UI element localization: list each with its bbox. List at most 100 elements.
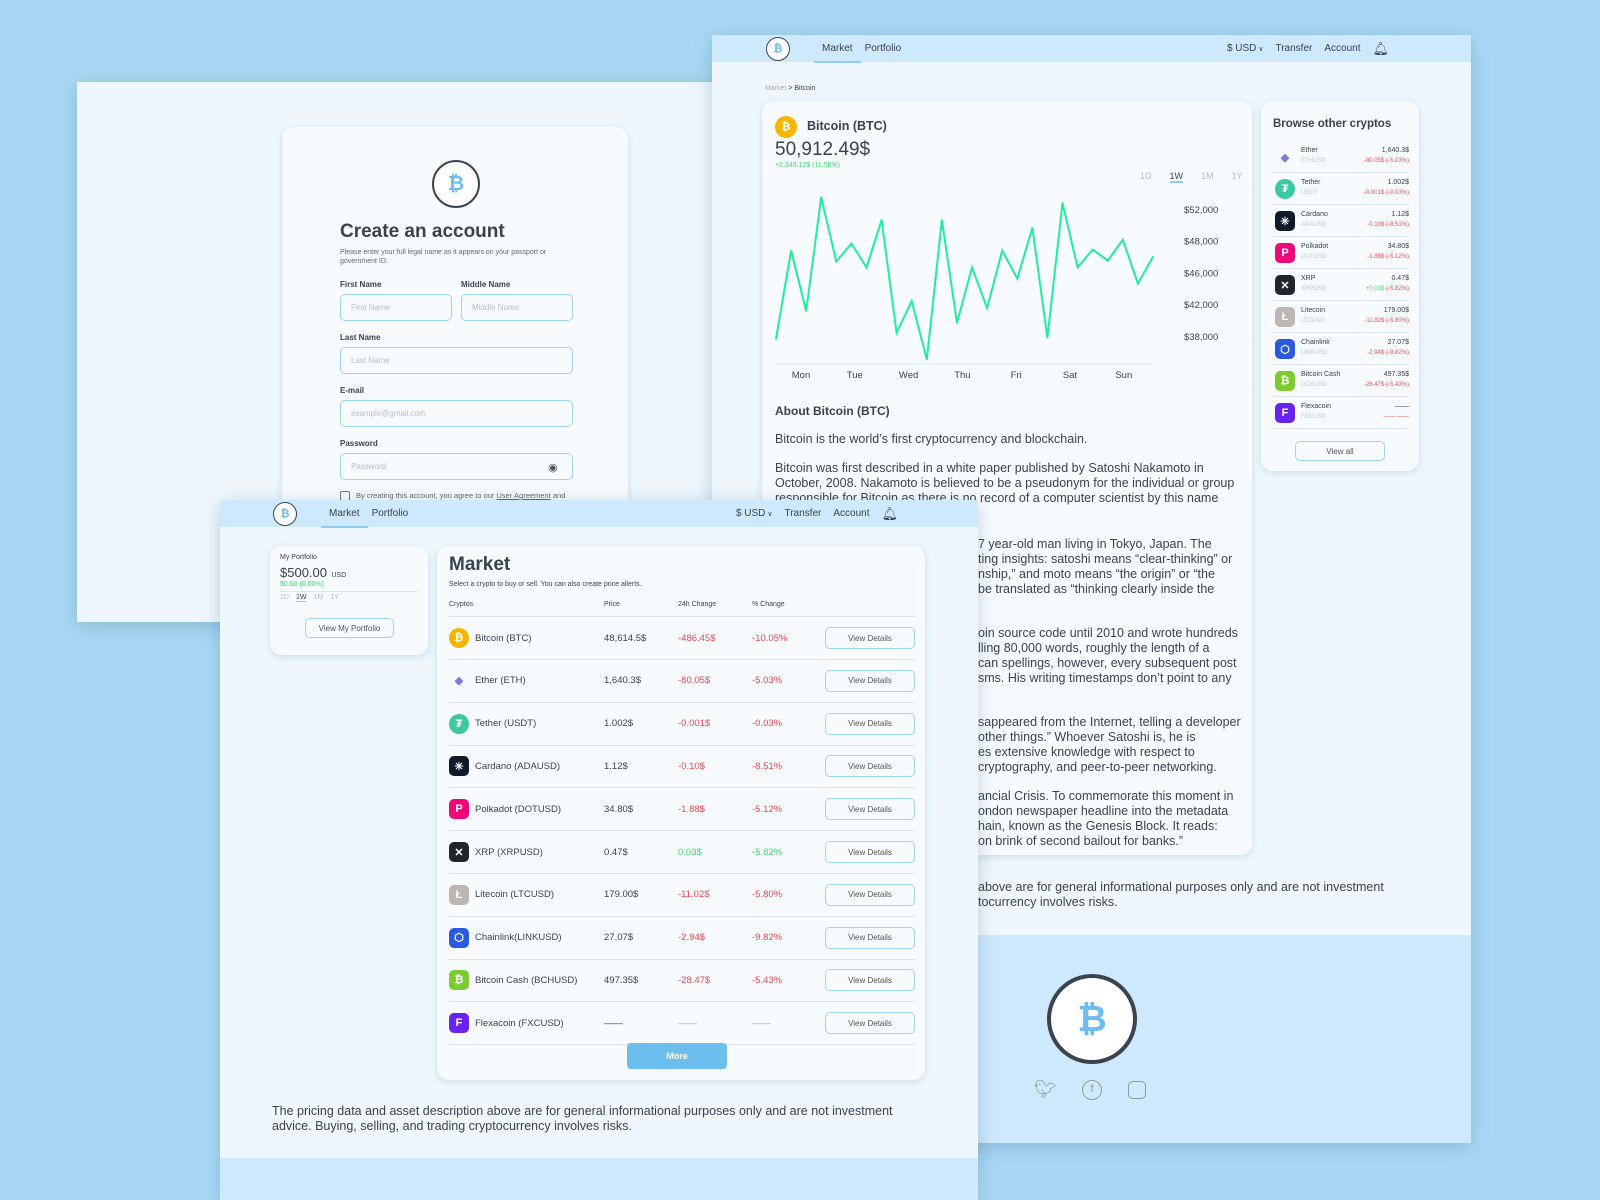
- portfolio-unit: USD: [331, 572, 347, 579]
- cardano-icon: ✳: [1275, 211, 1295, 231]
- breadcrumb-sep: >: [786, 85, 795, 92]
- view-details-button[interactable]: View Details: [825, 926, 915, 949]
- nav-account[interactable]: Account: [1324, 43, 1361, 54]
- more-button[interactable]: More: [627, 1043, 727, 1069]
- table-row: F Flexacoin (FXCUSD) —— —— —— View Details: [449, 1002, 915, 1046]
- flexacoin-icon: F: [1275, 403, 1295, 423]
- y-tick-label: $38,000: [1184, 332, 1218, 343]
- polkadot-icon: P: [1275, 243, 1295, 263]
- crypto-name: Tether (USDT): [475, 718, 537, 730]
- crypto-name: Litecoin (LTCUSD): [475, 889, 555, 901]
- x-tick-label: Tue: [847, 370, 863, 381]
- nav-transfer[interactable]: Transfer: [1275, 43, 1313, 54]
- browse-item[interactable]: P Polkadot DOTUSD 34.80$ -1.88$ (-5.12%): [1273, 237, 1409, 269]
- password-input[interactable]: Password: [340, 453, 573, 480]
- crypto-pct-change: -5.12%: [752, 803, 783, 815]
- price-point: [1152, 255, 1154, 258]
- browse-item[interactable]: Ł Litecoin LTCUSD 179.00$ -11.82$ (-5.80%): [1273, 301, 1409, 333]
- view-all-button[interactable]: View all: [1295, 441, 1385, 461]
- about-text-fragment: hain, known as the Genesis Block. It rea…: [978, 819, 1218, 833]
- browse-item[interactable]: ◆ Ether ETHUSD 1,640.3$ -80.05$ (-5.03%): [1273, 141, 1409, 173]
- nav-market[interactable]: Market: [814, 43, 861, 63]
- price-point: [805, 310, 807, 312]
- range-tabs: 1D 1W 1M 1Y: [1140, 171, 1243, 183]
- browse-price: 1.12$: [1391, 211, 1409, 218]
- flexacoin-icon: F: [449, 1013, 469, 1034]
- view-details-button[interactable]: View Details: [825, 1012, 915, 1035]
- nav-account[interactable]: Account: [833, 508, 870, 519]
- browse-change: -0.001$ (-0.03%): [1364, 190, 1409, 196]
- bitcoin-detail-card: ₿ Bitcoin (BTC) 50,912.49$ +2,345.12$ (1…: [762, 101, 1252, 855]
- last-name-input[interactable]: Last Name: [340, 347, 573, 374]
- instagram-icon[interactable]: [1128, 1081, 1146, 1099]
- crypto-price: 34.80$: [604, 803, 634, 815]
- middle-name-input[interactable]: Middle Name: [461, 294, 573, 321]
- logo-icon[interactable]: ₿: [273, 501, 297, 526]
- view-details-button[interactable]: View Details: [825, 712, 915, 735]
- header-cryptos: Cryptos: [449, 601, 474, 608]
- email-input[interactable]: example@gmail.com: [340, 400, 573, 427]
- browse-change: -11.82$ (-5.80%): [1364, 318, 1409, 324]
- currency-select[interactable]: $ USD ∨: [1227, 43, 1264, 54]
- crypto-24h-change: -1.88$: [678, 803, 705, 815]
- facebook-icon[interactable]: f: [1082, 1080, 1102, 1100]
- currency-select[interactable]: $ USD ∨: [736, 508, 773, 519]
- market-title: Market: [449, 554, 511, 575]
- about-text-fragment: sappeared from the Internet, telling a d…: [978, 715, 1241, 729]
- about-text-fragment: other things.” Whoever Satoshi is, he is: [978, 730, 1196, 744]
- bell-icon[interactable]: 🔔︎: [881, 505, 898, 521]
- view-details-button[interactable]: View Details: [825, 755, 915, 778]
- range-1w[interactable]: 1W: [1169, 171, 1184, 183]
- browse-name: Ether: [1301, 147, 1318, 154]
- x-tick-label: Wed: [899, 370, 918, 381]
- browse-name: Bitcoin Cash: [1301, 371, 1341, 378]
- price-chart: $52,000 $48,000 $46,000 $42,000 $38,000 Mon Tu…: [775, 196, 1218, 381]
- view-details-button[interactable]: View Details: [825, 969, 915, 992]
- price-point: [820, 196, 823, 198]
- nav-portfolio[interactable]: Portfolio: [371, 508, 409, 519]
- browse-item[interactable]: ✳ Cardano ADAUSD 1.12$ -0.10$ (-8.51%): [1273, 205, 1409, 237]
- nav-market[interactable]: Market: [321, 508, 368, 528]
- view-details-button[interactable]: View Details: [825, 669, 915, 692]
- browse-change-value: -28.47$: [1363, 382, 1385, 388]
- browse-price: 27.07$: [1387, 339, 1409, 346]
- range-1d[interactable]: 1D: [280, 594, 289, 601]
- breadcrumb-market[interactable]: Market: [765, 85, 787, 92]
- range-1y[interactable]: 1Y: [330, 594, 339, 601]
- view-details-button[interactable]: View Details: [825, 627, 915, 649]
- about-text-fragment: on brink of second bailout for banks.”: [978, 834, 1183, 848]
- bell-icon[interactable]: 🔔︎: [1372, 40, 1389, 56]
- browse-item[interactable]: ✕ XRP XRPUSD 0.47$ +0.03$ (-5.82%): [1273, 269, 1409, 301]
- view-details-button[interactable]: View Details: [825, 841, 915, 863]
- about-text: Bitcoin is the world’s first cryptocurre…: [775, 432, 1245, 506]
- bitcoin-cash-icon: ₿: [1275, 371, 1295, 391]
- x-tick-label: Thu: [954, 370, 970, 381]
- browse-symbol: FXCUSD: [1301, 414, 1326, 420]
- range-1w[interactable]: 1W: [295, 594, 307, 602]
- range-1d[interactable]: 1D: [1140, 171, 1152, 181]
- footer-logo-icon[interactable]: ₿: [1047, 974, 1137, 1064]
- view-details-button[interactable]: View Details: [825, 798, 915, 821]
- view-details-button[interactable]: View Details: [825, 883, 915, 906]
- browse-item[interactable]: ₿ Bitcoin Cash DCHUSD 497.35$ -28.47$ (-5.43…: [1273, 365, 1409, 397]
- twitter-icon[interactable]: 🐦︎: [1034, 1079, 1057, 1099]
- range-1m[interactable]: 1M: [1201, 171, 1214, 181]
- price-point: [1122, 238, 1124, 241]
- logo-icon[interactable]: ₿: [766, 36, 790, 61]
- browse-item[interactable]: ⬡ Chainlink LINKUSD 27.07$ -2.94$ (-9.82%): [1273, 333, 1409, 365]
- range-1m[interactable]: 1M: [313, 594, 324, 601]
- about-text-fragment: sms. His writing timestamps don’t point …: [978, 671, 1232, 685]
- nav-portfolio[interactable]: Portfolio: [864, 43, 902, 54]
- crypto-pct-change: -9.82%: [752, 932, 783, 944]
- crypto-pct-change: ——: [752, 1017, 771, 1029]
- eye-icon[interactable]: ◉: [548, 462, 558, 474]
- browse-item[interactable]: F Flexacoin FXCUSD —— —— ——: [1273, 397, 1409, 429]
- range-1y[interactable]: 1Y: [1231, 171, 1243, 181]
- browse-change-value: ——: [1383, 414, 1396, 420]
- browse-item[interactable]: ₮ Tether USDT 1.002$ -0.001$ (-0.03%): [1273, 173, 1409, 205]
- view-portfolio-button[interactable]: View My Portfolio: [305, 618, 394, 638]
- table-row: ✕ XRP (XRPUSD) 0.47$ 0.03$ -5.82% View Detail…: [449, 831, 915, 874]
- user-agreement-link[interactable]: User Agreement: [496, 491, 551, 500]
- first-name-input[interactable]: First Name: [340, 294, 452, 321]
- nav-transfer[interactable]: Transfer: [784, 508, 822, 519]
